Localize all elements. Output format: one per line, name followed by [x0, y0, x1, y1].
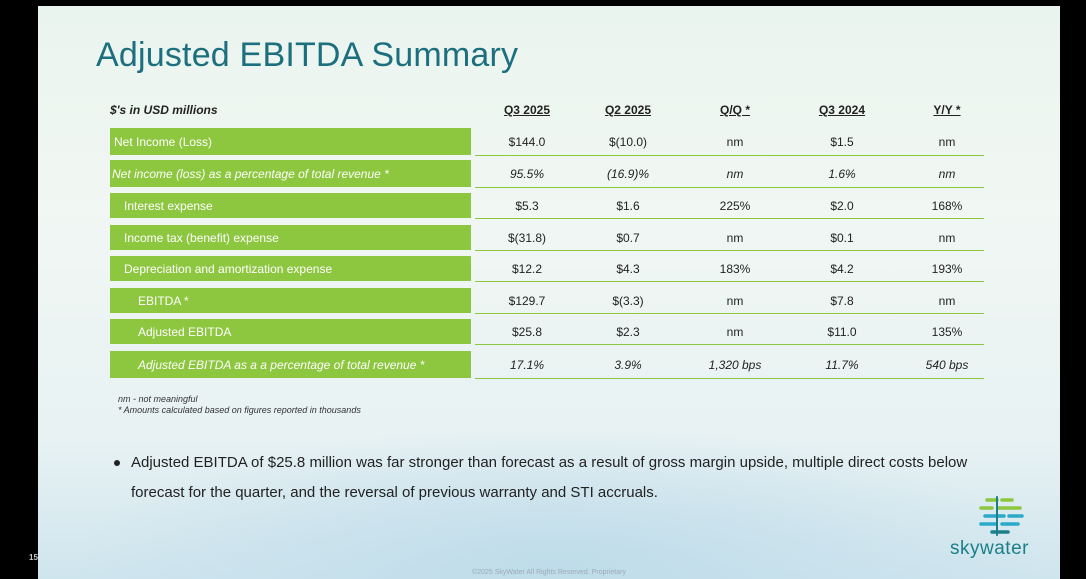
- table-cell: nm: [938, 294, 956, 308]
- table-cell: $11.0: [827, 325, 857, 339]
- page-number: 15: [29, 553, 38, 562]
- table-cell: $4.2: [830, 262, 854, 276]
- table-row: EBITDA * $129.7 $(3.3) nm $7.8 nm: [110, 288, 984, 314]
- table-cell: $144.0: [508, 135, 546, 149]
- table-cell: 17.1%: [509, 358, 545, 372]
- footer-copyright: ©2025 SkyWater All Rights Reserved. Prop…: [472, 569, 626, 576]
- row-label: Interest expense: [110, 193, 471, 218]
- row-label: Net income (loss) as a percentage of tot…: [110, 160, 471, 187]
- table-cell: nm: [938, 135, 956, 149]
- row-divider: [475, 313, 984, 314]
- table-row: Adjusted EBITDA $25.8 $2.3 nm $11.0 135%: [110, 319, 984, 345]
- bullet-dot-icon: [114, 460, 120, 466]
- table-row: Net Income (Loss) $144.0 $(10.0) nm $1.5 nm: [110, 128, 984, 156]
- table-cell: $1.6: [616, 199, 640, 213]
- slide-title: Adjusted EBITDA Summary: [96, 36, 519, 74]
- row-label: Income tax (benefit) expense: [110, 225, 471, 250]
- table-cell: 1.6%: [828, 167, 856, 181]
- slide: Adjusted EBITDA Summary $'s in USD milli…: [38, 6, 1060, 579]
- table-cell: $(3.3): [612, 294, 644, 308]
- table-row: Adjusted EBITDA as a a percentage of tot…: [110, 351, 984, 379]
- footnote: nm - not meaningful: [118, 394, 198, 404]
- table-cell: nm: [726, 231, 744, 245]
- table-cell: (16.9)%: [606, 167, 650, 181]
- table-cell: $0.1: [830, 231, 854, 245]
- row-label: Adjusted EBITDA as a a percentage of tot…: [110, 351, 471, 378]
- table-cell: 168%: [931, 199, 963, 213]
- table-row: Depreciation and amortization expense $12…: [110, 256, 984, 282]
- unit-label: $'s in USD millions: [110, 103, 218, 117]
- bullet-point: Adjusted EBITDA of $25.8 million was far…: [114, 448, 1014, 508]
- table-cell: nm: [938, 231, 956, 245]
- table-cell: $7.8: [830, 294, 854, 308]
- table-cell: 11.7%: [825, 358, 859, 372]
- table-cell: nm: [726, 135, 744, 149]
- footnotes: nm - not meaningful * Amounts calculated…: [118, 394, 361, 416]
- table-cell: nm: [726, 325, 744, 339]
- table-row: Net income (loss) as a percentage of tot…: [110, 160, 984, 188]
- row-label: Adjusted EBITDA: [110, 319, 471, 344]
- table-cell: $25.8: [511, 325, 543, 339]
- table-cell: $2.0: [830, 199, 854, 213]
- table-cell: $1.5: [830, 135, 854, 149]
- table-cell: $129.7: [508, 294, 546, 308]
- table-cell: $4.3: [616, 262, 640, 276]
- column-header: Q2 2025: [604, 103, 652, 117]
- row-label: EBITDA *: [110, 288, 471, 313]
- table-cell: 95.5%: [509, 167, 545, 181]
- column-header: Q/Q *: [719, 103, 750, 117]
- table-cell: $2.3: [616, 325, 640, 339]
- table-row: Income tax (benefit) expense $(31.8) $0.7 n…: [110, 225, 984, 251]
- table-row: Interest expense $5.3 $1.6 225% $2.0 168%: [110, 193, 984, 219]
- row-divider: [475, 250, 984, 251]
- table-cell: 135%: [931, 325, 963, 339]
- column-header: Q3 2024: [818, 103, 866, 117]
- row-divider: [475, 187, 984, 188]
- table-cell: 183%: [719, 262, 751, 276]
- table-cell: nm: [938, 167, 956, 181]
- table-cell: nm: [726, 167, 744, 181]
- column-header: Y/Y *: [933, 103, 961, 117]
- table-cell: $(31.8): [507, 231, 547, 245]
- row-divider: [475, 281, 984, 282]
- table-cell: 3.9%: [614, 358, 642, 372]
- table-cell: nm: [726, 294, 744, 308]
- table-cell: $12.2: [511, 262, 543, 276]
- table-cell: 225%: [719, 199, 751, 213]
- row-label: Net Income (Loss): [110, 128, 471, 155]
- table-cell: 193%: [931, 262, 963, 276]
- skywater-logo-icon: [979, 496, 1024, 536]
- table-cell: $5.3: [515, 199, 539, 213]
- row-label: Depreciation and amortization expense: [110, 256, 471, 281]
- row-divider: [475, 344, 984, 345]
- table-cell: 1,320 bps: [708, 358, 762, 372]
- footnote: * Amounts calculated based on figures re…: [118, 405, 361, 415]
- row-divider: [475, 218, 984, 219]
- table-cell: $(10.0): [608, 135, 648, 149]
- table-cell: 540 bps: [925, 358, 969, 372]
- table-cell: $0.7: [616, 231, 640, 245]
- row-divider: [475, 378, 984, 379]
- logo-text: skywater: [950, 538, 1029, 559]
- column-header: Q3 2025: [503, 103, 551, 117]
- bullet-text: Adjusted EBITDA of $25.8 million was far…: [131, 454, 968, 501]
- row-divider: [475, 155, 984, 156]
